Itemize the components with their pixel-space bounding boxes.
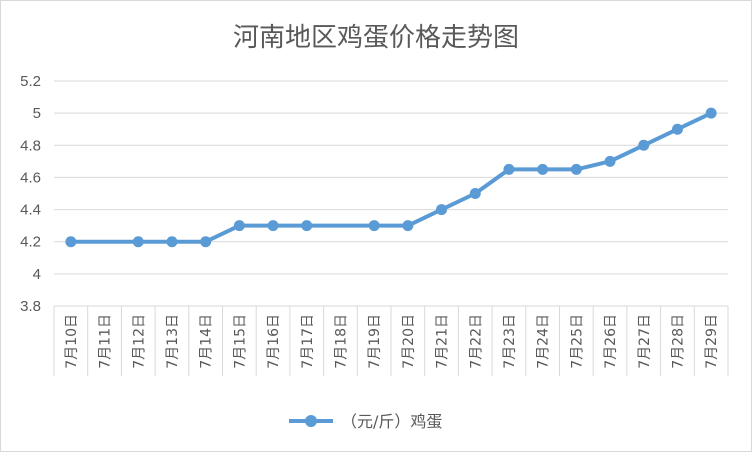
y-tick-label: 4 — [33, 266, 41, 283]
data-point — [469, 188, 481, 199]
data-point — [166, 236, 178, 248]
x-tick-label: 7月20日 — [401, 314, 417, 369]
x-tick-label: 7月17日 — [300, 314, 316, 369]
data-point — [301, 220, 313, 232]
x-tick-label: 7月16日 — [266, 314, 282, 369]
x-tick-label: 7月22日 — [468, 314, 484, 369]
data-point — [267, 220, 279, 232]
x-tick-label: 7月19日 — [367, 314, 383, 369]
data-point — [368, 220, 380, 232]
y-tick-label: 4.6 — [20, 169, 41, 186]
y-tick-label: 5.2 — [20, 73, 41, 90]
data-point — [604, 155, 616, 167]
legend: （元/斤）鸡蛋 — [289, 412, 442, 431]
legend-marker-icon — [305, 415, 317, 427]
data-point — [671, 123, 683, 135]
gridlines — [54, 80, 728, 307]
x-tick-label: 7月23日 — [502, 314, 518, 369]
x-tick-label: 7月14日 — [199, 314, 215, 369]
x-tick-label: 7月12日 — [131, 314, 147, 369]
data-point — [200, 236, 212, 248]
data-point — [537, 163, 549, 175]
y-tick-label: 4.2 — [20, 234, 41, 251]
x-tick-label: 7月28日 — [670, 314, 686, 369]
x-tick-label: 7月21日 — [435, 314, 451, 369]
series-line — [65, 107, 717, 248]
data-point — [503, 163, 515, 175]
data-point — [638, 139, 650, 151]
y-tick-label: 5 — [33, 105, 41, 122]
x-tick-label: 7月13日 — [165, 314, 181, 369]
data-point — [436, 204, 448, 216]
x-tick-label: 7月18日 — [333, 314, 349, 369]
data-point — [570, 163, 582, 175]
x-axis: 7月10日 7月11日 7月12日 7月13日 7月14日 7月15日 7月16日 7月17日… — [53, 306, 729, 376]
y-axis-ticks: 3.8 4 4.2 4.4 4.6 4.8 5 5.2 — [20, 73, 41, 315]
x-tick-label: 7月25日 — [569, 314, 585, 369]
legend-label: （元/斤）鸡蛋 — [341, 412, 442, 431]
data-point — [65, 236, 77, 248]
x-tick-label: 7月15日 — [232, 314, 248, 369]
chart-title: 河南地区鸡蛋价格走势图 — [233, 23, 519, 53]
y-tick-label: 4.4 — [20, 202, 41, 219]
data-point — [132, 236, 144, 248]
data-point — [233, 220, 245, 232]
x-tick-label: 7月27日 — [637, 314, 653, 369]
data-point — [705, 107, 717, 119]
x-tick-label: 7月24日 — [536, 314, 552, 369]
series-line-path — [68, 111, 714, 244]
x-tick-label: 7月29日 — [704, 314, 720, 369]
x-tick-label: 7月26日 — [603, 314, 619, 369]
x-tick-label: 7月10日 — [64, 314, 80, 369]
x-tick-label: 7月11日 — [98, 314, 114, 369]
data-point — [402, 220, 414, 232]
y-tick-label: 3.8 — [20, 298, 41, 315]
y-tick-label: 4.8 — [20, 137, 41, 154]
